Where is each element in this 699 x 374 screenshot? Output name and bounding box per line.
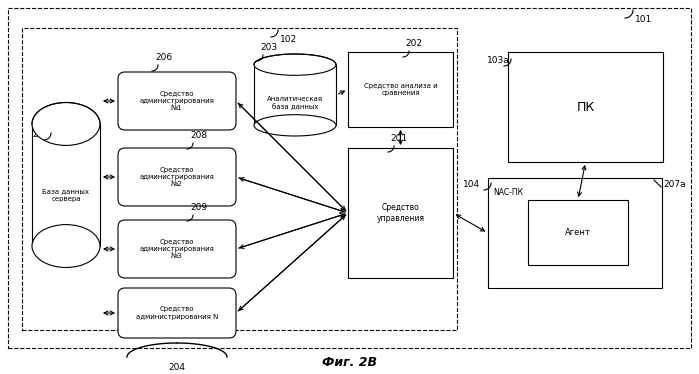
Bar <box>254 65 336 125</box>
Text: 204: 204 <box>168 362 185 371</box>
Text: Аналитическая
база данных: Аналитическая база данных <box>267 96 323 110</box>
Bar <box>528 200 628 265</box>
Ellipse shape <box>32 225 100 267</box>
Text: 202: 202 <box>405 39 422 48</box>
Bar <box>348 148 453 278</box>
Text: Средство анализа и
сравнения: Средство анализа и сравнения <box>363 83 438 96</box>
Text: 209: 209 <box>190 203 207 212</box>
Text: 208: 208 <box>190 131 207 140</box>
Text: База данных
сервера: База данных сервера <box>43 188 89 202</box>
Text: 206: 206 <box>155 53 172 62</box>
Text: 102: 102 <box>280 35 297 44</box>
Ellipse shape <box>254 115 336 136</box>
FancyBboxPatch shape <box>118 288 236 338</box>
FancyBboxPatch shape <box>118 220 236 278</box>
Bar <box>348 52 453 127</box>
Ellipse shape <box>32 102 100 145</box>
Text: 104: 104 <box>463 180 480 189</box>
Text: Средство
администрирования
№1: Средство администрирования №1 <box>140 91 215 111</box>
Text: 101: 101 <box>635 15 652 24</box>
Text: 103a: 103a <box>487 56 510 65</box>
Text: Средство
администрирования N: Средство администрирования N <box>136 307 218 319</box>
Text: Средство
управления: Средство управления <box>377 203 424 223</box>
Text: Агент: Агент <box>565 228 591 237</box>
Ellipse shape <box>254 54 336 75</box>
Text: NAC-ПК: NAC-ПК <box>493 188 523 197</box>
Bar <box>508 52 663 162</box>
Text: Средство
администрирования
№3: Средство администрирования №3 <box>140 239 215 259</box>
Text: 203: 203 <box>260 43 277 52</box>
FancyBboxPatch shape <box>118 72 236 130</box>
Bar <box>22 28 457 330</box>
FancyBboxPatch shape <box>118 148 236 206</box>
Bar <box>488 178 662 288</box>
Bar <box>32 124 100 246</box>
Text: 207a: 207a <box>663 180 686 189</box>
Text: 201: 201 <box>390 134 407 143</box>
Text: ПК: ПК <box>577 101 595 113</box>
Text: Фиг. 2B: Фиг. 2B <box>322 356 377 368</box>
Text: 205: 205 <box>32 130 49 139</box>
Text: Средство
администрирования
№2: Средство администрирования №2 <box>140 167 215 187</box>
